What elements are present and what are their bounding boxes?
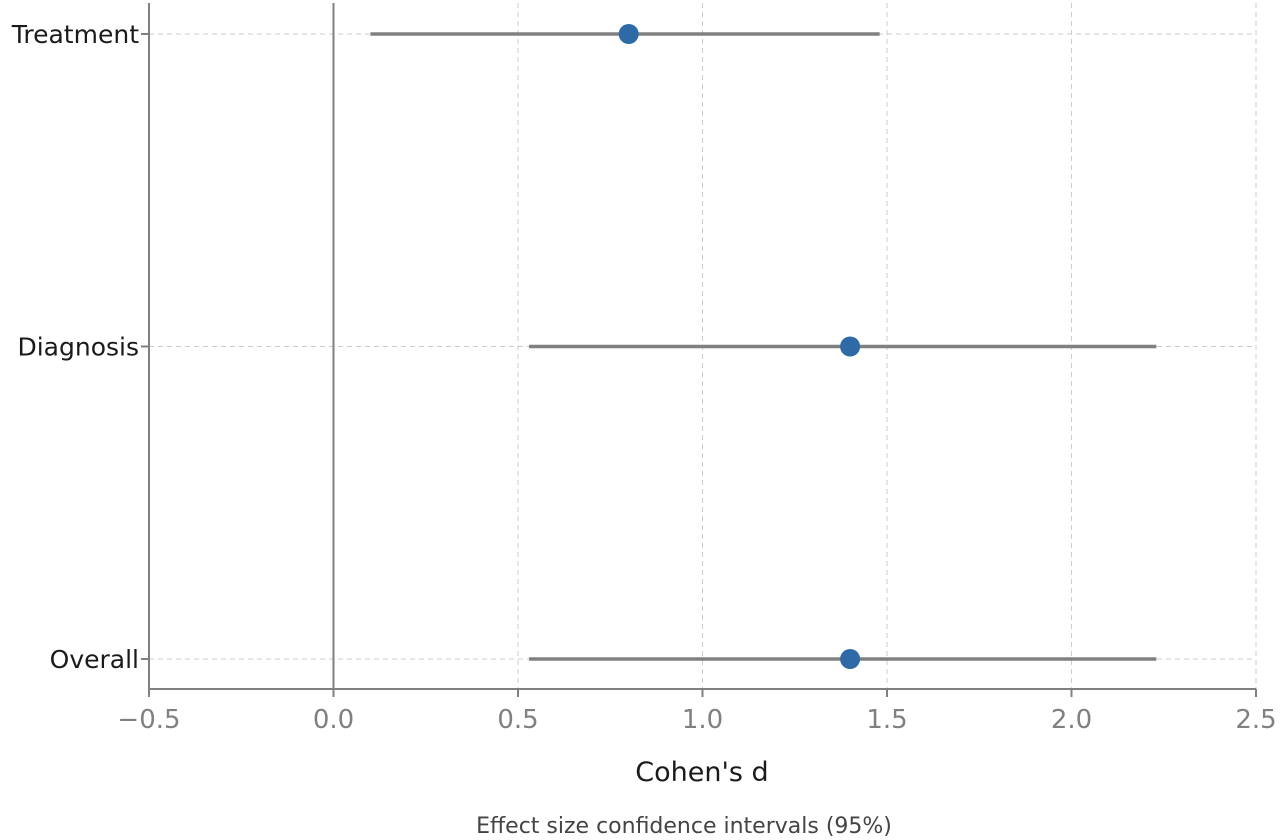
mark-layer (370, 24, 1157, 669)
x-tick-label: −0.5 (117, 705, 180, 735)
y-tick-label: Diagnosis (17, 333, 139, 362)
axis-layer (141, 3, 1257, 697)
x-tick-label: 0.5 (497, 705, 538, 735)
x-tick-label: 2.5 (1235, 705, 1276, 735)
y-tick-label: Treatment (11, 20, 139, 49)
point-estimate (840, 336, 861, 357)
x-tick-label: 0.0 (313, 705, 354, 735)
label-layer: −0.5 0.0 0.5 1.0 1.5 2.0 2.5 Treatment Diagnosis… (11, 20, 1277, 735)
y-tick-label: Overall (50, 645, 139, 674)
chart-caption: Effect size confidence intervals (95%) (476, 814, 892, 839)
point-estimate (840, 649, 861, 669)
x-tick-label: 1.0 (682, 705, 723, 735)
x-tick-label: 1.5 (866, 705, 907, 735)
x-axis-title: Cohen's d (635, 757, 768, 788)
x-tick-label: 2.0 (1051, 705, 1092, 735)
point-estimate (618, 24, 639, 44)
